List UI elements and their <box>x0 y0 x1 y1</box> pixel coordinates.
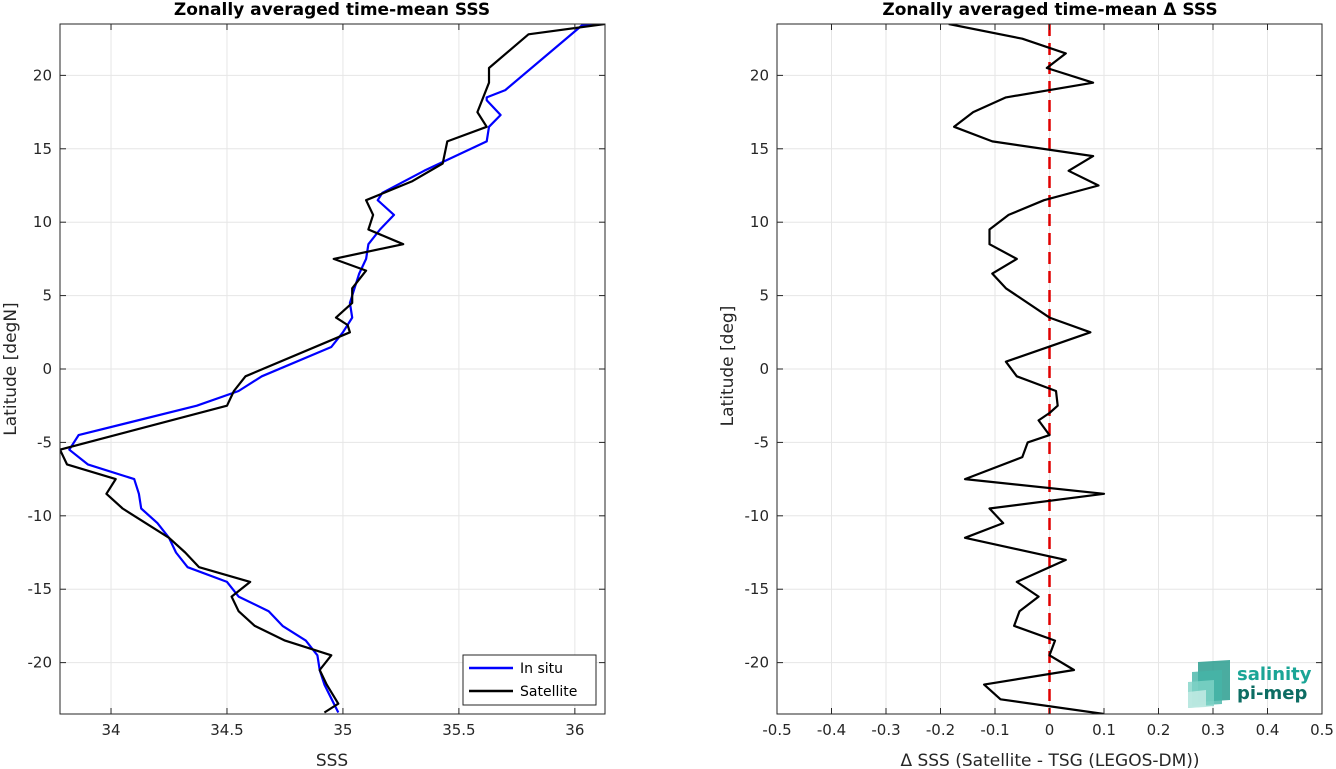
y-tick-label: 15 <box>33 140 52 158</box>
y-tick-label: 10 <box>33 213 52 231</box>
x-axis-label-left: SSS <box>316 751 348 769</box>
y-tick-label: -15 <box>745 580 770 598</box>
y-tick-label: 15 <box>750 140 769 158</box>
x-tick-label: 0.1 <box>1092 721 1116 739</box>
x-tick-label: -0.1 <box>980 721 1009 739</box>
ticks-left: 34 34.5 35 35.5 36 -20 -15 -10 -5 0 5 10 15 20 <box>28 24 605 739</box>
y-tick-label: 0 <box>42 360 52 378</box>
x-tick-label: 36 <box>565 721 584 739</box>
x-axis-label-right: Δ SSS (Satellite - TSG (LEGOS-DM)) <box>900 751 1199 769</box>
chart-title-left: Zonally averaged time-mean SSS <box>174 0 490 20</box>
x-tick-label: -0.3 <box>871 721 900 739</box>
y-tick-label: 0 <box>759 360 769 378</box>
ticks-right: -0.5 -0.4 -0.3 -0.2 -0.1 0 0.1 0.2 0.3 0.4 0.5 -20 -… <box>745 24 1334 739</box>
x-tick-label: 34.5 <box>210 721 243 739</box>
x-tick-label: 34 <box>101 721 120 739</box>
chart-panel-right: -0.5 -0.4 -0.3 -0.2 -0.1 0 0.1 0.2 0.3 0.4 0.5 -20 -… <box>718 0 1334 769</box>
chart-title-right: Zonally averaged time-mean Δ SSS <box>882 0 1217 20</box>
y-tick-label: -10 <box>745 507 770 525</box>
y-tick-label: -10 <box>28 507 53 525</box>
y-tick-label: 20 <box>750 66 769 84</box>
y-tick-label: 10 <box>750 213 769 231</box>
salinity-pi-mep-logo: salinity pi-mep <box>1188 660 1312 708</box>
x-tick-label: 0.2 <box>1147 721 1171 739</box>
series-line-in-situ <box>68 24 599 713</box>
x-tick-label: 35.5 <box>442 721 475 739</box>
series-left <box>60 24 605 714</box>
y-tick-label: -20 <box>28 654 53 672</box>
x-tick-label: -0.4 <box>817 721 846 739</box>
logo-text-pi-mep: pi-mep <box>1237 683 1307 704</box>
logo-text-salinity: salinity <box>1237 664 1312 685</box>
y-tick-label: -5 <box>37 433 52 451</box>
x-tick-label: 0.3 <box>1201 721 1225 739</box>
y-tick-label: -5 <box>754 433 769 451</box>
logo-waves-icon <box>1188 660 1230 708</box>
y-tick-label: 5 <box>42 287 52 305</box>
legend: In situ Satellite <box>462 654 597 706</box>
x-tick-label: 0.5 <box>1310 721 1334 739</box>
series-right <box>948 24 1106 714</box>
x-tick-label: -0.2 <box>926 721 955 739</box>
series-line-series-0 <box>948 24 1106 714</box>
y-axis-label-right: Latitude [deg] <box>718 306 738 427</box>
legend-label-in-situ: In situ <box>520 661 563 677</box>
legend-label-satellite: Satellite <box>520 684 577 700</box>
chart-panel-left: 34 34.5 35 35.5 36 -20 -15 -10 -5 0 5 10 15 20 Zonall… <box>1 0 606 769</box>
y-tick-label: 5 <box>759 287 769 305</box>
series-line-satellite <box>60 24 605 714</box>
x-tick-label: 0.4 <box>1256 721 1280 739</box>
x-tick-label: -0.5 <box>762 721 791 739</box>
legend-box <box>462 654 597 706</box>
y-axis-label-left: Latitude [degN] <box>1 302 21 435</box>
x-tick-label: 35 <box>333 721 352 739</box>
y-tick-label: -20 <box>745 654 770 672</box>
y-tick-label: -15 <box>28 580 53 598</box>
x-tick-label: 0 <box>1045 721 1055 739</box>
y-tick-label: 20 <box>33 66 52 84</box>
